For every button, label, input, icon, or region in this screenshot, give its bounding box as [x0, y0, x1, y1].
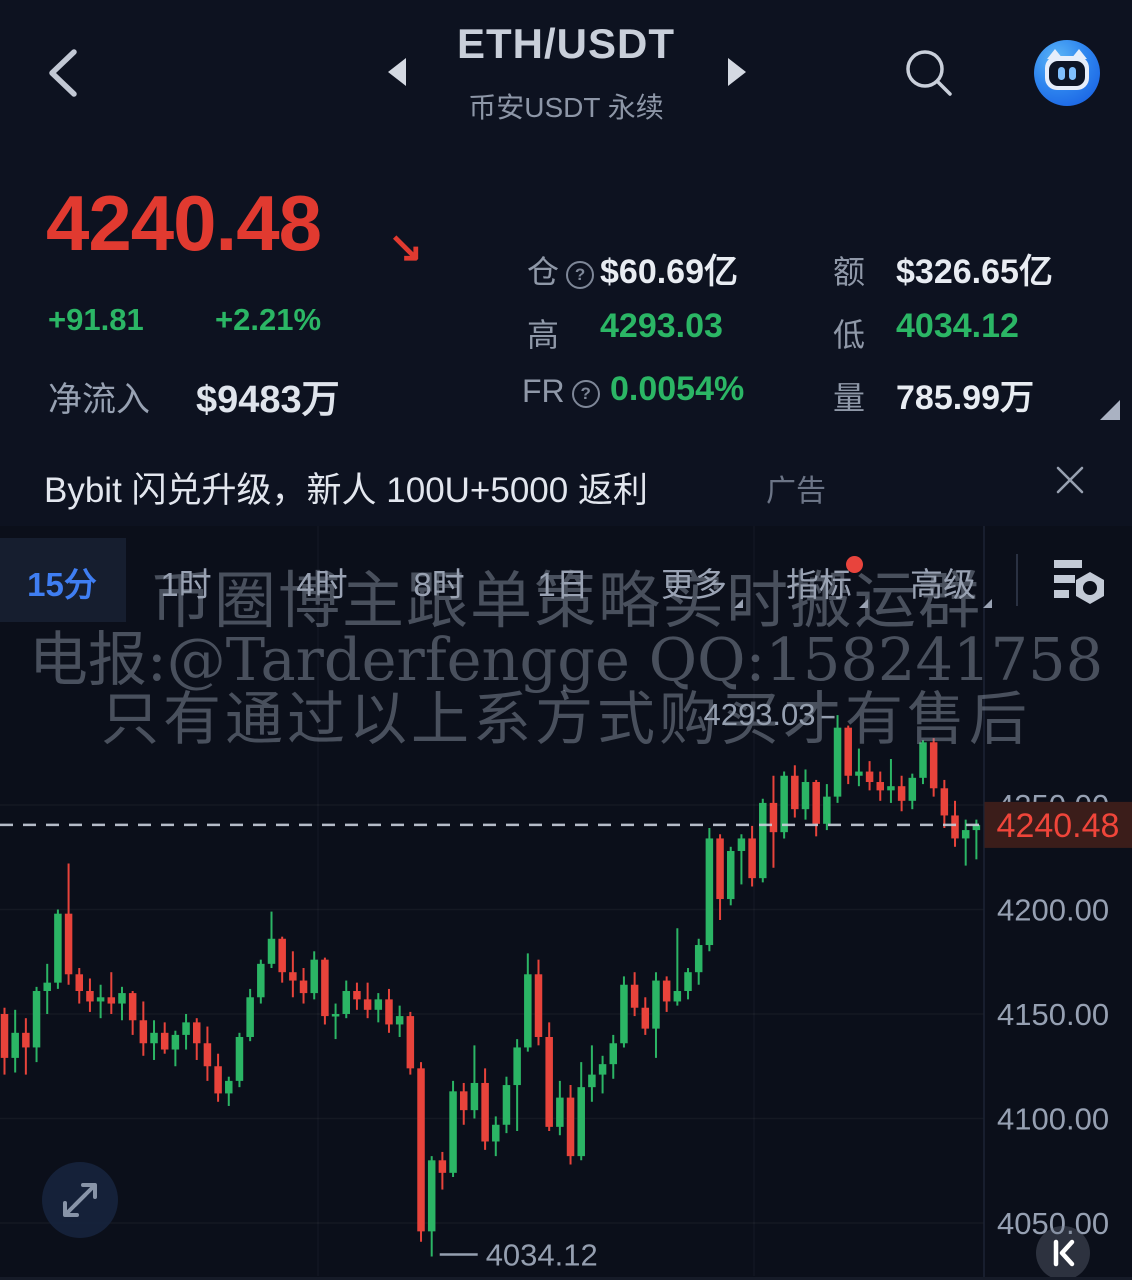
help-icon[interactable]: ?	[566, 261, 595, 289]
panel-bottom-border	[0, 1277, 1132, 1280]
chevron-down-icon	[983, 599, 992, 608]
price-direction-icon: ↘	[388, 223, 424, 270]
stat-label-open-interest: 仓?	[527, 247, 595, 293]
price-axis-label: 4200.00	[997, 893, 1109, 928]
header: ETH/USDT 币安USDT 永续	[0, 0, 1132, 150]
prev-pair-icon[interactable]	[388, 58, 406, 86]
tab-15min[interactable]: 15分	[27, 566, 97, 603]
stat-label-volume: 量	[833, 380, 866, 416]
tab-1h[interactable]: 1时	[160, 566, 212, 603]
indicator-settings-icon	[1054, 560, 1104, 604]
ad-tag: 广告	[766, 475, 826, 508]
assistant-button[interactable]	[1034, 40, 1100, 106]
chevron-down-icon	[859, 599, 868, 608]
price-axis-label: 4100.00	[997, 1102, 1109, 1137]
price-change: +91.81	[48, 302, 144, 337]
stat-value-volume: 785.99万	[896, 379, 1034, 417]
candles	[0, 715, 981, 1257]
ad-text[interactable]: Bybit 闪兑升级，新人 100U+5000 返利	[44, 471, 648, 510]
tab-advanced[interactable]: 高级	[910, 558, 992, 608]
next-pair-icon[interactable]	[728, 58, 746, 86]
go-to-latest-button[interactable]	[1036, 1226, 1090, 1280]
stat-label-high: 高	[527, 317, 560, 353]
stat-label-low: 低	[833, 317, 866, 353]
tab-indicators[interactable]: 指标	[786, 558, 868, 608]
stat-label-funding-rate: FR?	[522, 373, 600, 410]
close-icon	[1056, 466, 1084, 494]
active-tab-highlight	[0, 538, 126, 622]
search-icon	[906, 50, 952, 96]
notification-dot	[846, 556, 863, 573]
candlestick-chart[interactable]: 4250.004200.004150.004100.004050.004293.…	[0, 526, 1132, 1280]
chart-settings-button[interactable]	[1052, 554, 1112, 614]
pair-subtitle: 币安USDT 永续	[468, 92, 664, 123]
expand-stats-icon[interactable]	[1100, 400, 1120, 420]
stat-label-turnover: 额	[833, 254, 866, 290]
stat-value-open-interest: $60.69亿	[600, 253, 738, 291]
expand-arrows-icon	[63, 1183, 97, 1217]
search-button[interactable]	[898, 42, 960, 104]
high-price-label: 4293.03	[703, 697, 815, 732]
stat-value-funding-rate: 0.0054%	[610, 370, 745, 408]
stat-value-high: 4293.03	[600, 307, 723, 345]
pair-title: ETH/USDT	[457, 20, 675, 67]
netflow-label: 净流入	[48, 381, 150, 419]
tab-1d[interactable]: 1日	[537, 566, 589, 603]
chart-panel: 4250.004200.004150.004100.004050.004293.…	[0, 526, 1132, 1280]
back-chevron-icon	[49, 49, 77, 97]
chevron-down-icon	[734, 599, 743, 608]
help-icon[interactable]: ?	[571, 380, 600, 408]
current-price-tag	[984, 801, 1132, 848]
back-button[interactable]	[38, 42, 88, 102]
stat-value-turnover: $326.65亿	[896, 253, 1053, 291]
low-price-label: 4034.12	[486, 1237, 598, 1272]
last-price: 4240.48	[46, 179, 322, 267]
tab-4h[interactable]: 4时	[296, 566, 348, 603]
fullscreen-button[interactable]	[42, 1162, 118, 1238]
tab-8h[interactable]: 8时	[413, 566, 465, 603]
tab-more[interactable]: 更多	[661, 558, 743, 608]
stat-value-low: 4034.12	[896, 307, 1019, 345]
current-price-tag-text: 4240.48	[997, 807, 1120, 845]
price-axis-label: 4050.00	[997, 1206, 1109, 1241]
ad-close-button[interactable]	[1048, 458, 1092, 502]
price-axis-label: 4150.00	[997, 997, 1109, 1032]
pig-mascot-icon	[1045, 49, 1089, 90]
jump-to-start-icon	[1053, 1239, 1075, 1267]
price-change-percent: +2.21%	[215, 302, 322, 337]
netflow-value: $9483万	[196, 379, 340, 421]
toolbar-divider	[1016, 554, 1018, 606]
